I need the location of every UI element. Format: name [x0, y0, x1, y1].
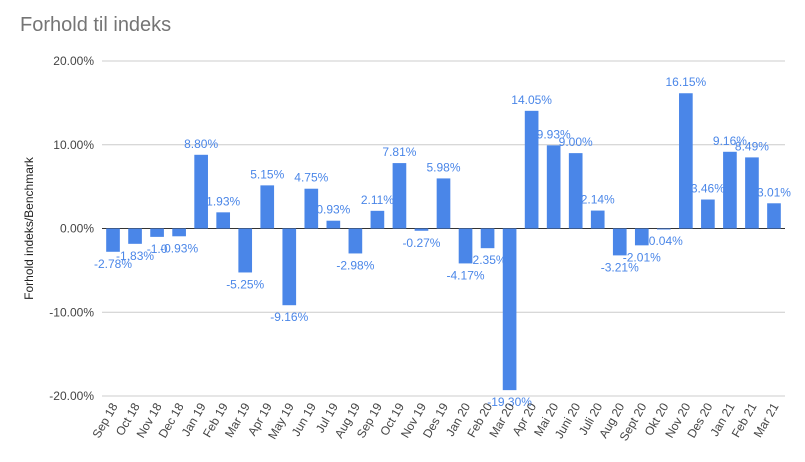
x-tick-label: Sep 18 — [89, 400, 120, 440]
bar — [172, 228, 186, 237]
data-label: 5.15% — [250, 167, 284, 181]
data-label: -9.16% — [270, 310, 308, 324]
bar — [546, 145, 561, 229]
bar — [590, 210, 605, 229]
y-axis-title: Forhold indeks/Benchmark — [22, 156, 36, 300]
data-label: 9.93% — [537, 127, 571, 141]
data-label: 16.15% — [666, 75, 707, 89]
data-label: 3.46% — [691, 182, 725, 196]
bar — [216, 212, 231, 229]
bar — [348, 228, 363, 254]
bar — [480, 228, 495, 249]
data-label: -1.0 — [147, 242, 168, 256]
bar — [701, 199, 715, 229]
bar — [568, 153, 583, 229]
bar — [392, 163, 407, 229]
data-label: 9.16% — [713, 134, 747, 148]
bar — [656, 228, 671, 230]
data-label: -4.17% — [447, 268, 485, 282]
bar — [238, 228, 253, 273]
data-label: 1.93% — [206, 194, 240, 208]
y-tick-label: 10.00% — [53, 138, 94, 152]
bar — [767, 203, 781, 229]
bar — [524, 110, 539, 229]
data-label: 5.98% — [426, 160, 460, 174]
bar — [502, 228, 517, 391]
bar — [745, 157, 759, 229]
data-label: 14.05% — [511, 93, 552, 107]
bar — [436, 178, 451, 229]
bar — [150, 228, 164, 237]
bar — [723, 151, 737, 229]
data-label: 3.01% — [757, 185, 791, 199]
data-label: -3.21% — [601, 260, 639, 274]
data-label: -0.04% — [645, 234, 683, 248]
data-label: 8.80% — [184, 137, 218, 151]
bar — [128, 228, 142, 244]
data-label: 9.00% — [559, 135, 593, 149]
bar — [679, 93, 693, 229]
chart-title: Forhold til indeks — [20, 14, 172, 36]
bar — [370, 210, 385, 229]
data-label: 7.81% — [382, 145, 416, 159]
data-label: -0.93% — [160, 241, 198, 255]
bar — [458, 228, 473, 264]
data-label: -1.83% — [116, 249, 154, 263]
bar — [414, 228, 429, 231]
bar — [106, 228, 120, 252]
bar — [304, 188, 319, 229]
data-label: 0.93% — [316, 203, 350, 217]
y-tick-label: -20.00% — [49, 389, 94, 403]
bar — [194, 154, 208, 229]
data-label: -2.01% — [623, 250, 661, 264]
y-tick-label: -10.00% — [49, 305, 94, 319]
data-label: 8.49% — [735, 139, 769, 153]
data-label: -2.78% — [94, 257, 132, 271]
data-label: -19.30% — [487, 395, 532, 409]
bar — [260, 185, 275, 229]
data-label: -2.98% — [336, 258, 374, 272]
data-label: 4.75% — [294, 171, 328, 185]
data-label: -0.27% — [402, 236, 440, 250]
bar — [282, 228, 297, 306]
bar — [326, 220, 341, 229]
bar — [612, 228, 627, 256]
y-tick-label: 0.00% — [60, 222, 94, 236]
y-tick-label: 20.00% — [53, 54, 94, 68]
data-label: -2.35% — [469, 253, 507, 267]
data-label: 2.11% — [361, 193, 394, 207]
data-label: 2.14% — [581, 193, 615, 207]
bar — [634, 228, 649, 246]
data-label: -5.25% — [226, 277, 264, 291]
